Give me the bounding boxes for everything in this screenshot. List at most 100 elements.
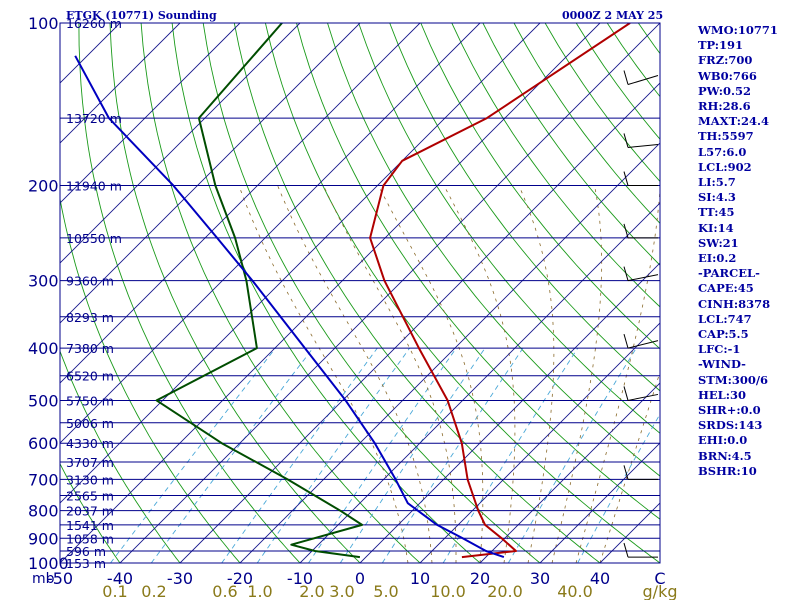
moist-adiabat — [575, 185, 660, 563]
index-line: WB0:766 — [698, 68, 757, 83]
height-label: 3130 m — [66, 472, 114, 487]
isotherm-line — [60, 23, 361, 324]
temperature-tick-label: -20 — [227, 569, 253, 588]
chart-time: 0000Z 2 MAY 25 — [562, 9, 664, 22]
height-label: 1058 m — [66, 531, 114, 546]
isotherm-line — [179, 82, 660, 563]
height-label: 2037 m — [66, 504, 114, 519]
pressure-tick-label: 400 — [28, 339, 59, 358]
index-line: WMO:10771 — [698, 23, 778, 37]
wind-barb-flag — [623, 333, 629, 349]
isotherm-line — [60, 23, 481, 444]
index-line: MAXT:24.4 — [698, 114, 769, 129]
pressure-tick-label: 500 — [28, 391, 59, 410]
index-line: CAPE:45 — [698, 281, 754, 296]
pressure-tick-label: 1000 — [28, 554, 69, 573]
index-line: BRN:4.5 — [698, 448, 752, 463]
index-line: SW:21 — [698, 235, 739, 250]
pressure-tick-label: 700 — [28, 470, 59, 489]
index-line: LI:5.7 — [698, 175, 736, 190]
isotherm-line — [479, 382, 660, 563]
temperature-tick-label: -50 — [47, 569, 73, 588]
mixing-ratio-label: 40.0 — [557, 582, 593, 600]
height-label: 1541 m — [66, 518, 114, 533]
mixing-ratio-label: 20.0 — [487, 582, 523, 600]
height-label: 4330 m — [66, 436, 114, 451]
index-line: CINH:8378 — [698, 296, 771, 311]
mixing-ratio-label: 3.0 — [329, 582, 354, 600]
wind-barb — [627, 393, 659, 401]
wind-barb-flag — [623, 465, 629, 480]
index-line: LCL:902 — [698, 159, 752, 174]
isotherm-line — [299, 202, 660, 563]
isotherm-line — [60, 23, 241, 204]
wind-barb — [627, 274, 659, 282]
pressure-tick-label: 200 — [28, 177, 59, 196]
height-label: 2565 m — [66, 489, 114, 504]
mixing-ratio-label: 1.0 — [247, 582, 272, 600]
mixing-ratio-label: 5.0 — [373, 582, 398, 600]
wind-barb-flag — [623, 542, 629, 558]
index-line: EI:0.2 — [698, 251, 737, 266]
height-label: 10550 m — [66, 231, 122, 246]
index-line: RH:28.6 — [698, 99, 751, 114]
temperature-tick-label: -10 — [287, 569, 313, 588]
height-label: 5006 m — [66, 416, 114, 431]
isotherm-line — [60, 23, 601, 563]
height-label: 13720 m — [66, 111, 122, 126]
index-line: LFC:-1 — [698, 342, 741, 357]
temperature-profile — [369, 23, 631, 559]
index-line: EHI:0.0 — [698, 433, 748, 448]
wind-barb — [627, 340, 659, 349]
index-line: -PARCEL- — [698, 266, 760, 281]
mixing-ratio-label: 0.2 — [141, 582, 166, 600]
indices-panel: WMO:10771 TP:191 FRZ:700 WB0:766 PW:0.52 RH:2… — [698, 23, 798, 479]
wind-barb-flag — [623, 223, 629, 239]
temperature-tick-label: 20 — [470, 569, 490, 588]
index-line: SRDS:143 — [698, 418, 763, 433]
height-label: 3707 m — [66, 455, 114, 470]
pressure-tick-label: 600 — [28, 434, 59, 453]
temperature-tick-label: 10 — [410, 569, 430, 588]
index-line: HEL:30 — [698, 387, 746, 402]
mixing-ratio-label: 0.6 — [212, 582, 237, 600]
temperature-tick-label: -30 — [167, 569, 193, 588]
parcel-profile — [74, 55, 505, 559]
plot-background — [60, 23, 660, 563]
wind-barb — [627, 75, 659, 86]
index-line: KI:14 — [698, 220, 734, 235]
height-label: 9360 m — [66, 274, 114, 289]
isotherm-line — [359, 262, 660, 563]
pressure-tick-label: 300 — [28, 272, 59, 291]
series-layer — [74, 23, 631, 559]
grid-layer — [60, 23, 660, 563]
isotherm-line — [60, 23, 301, 264]
index-line: LCL:747 — [698, 311, 752, 326]
height-label: 5750 m — [66, 393, 114, 408]
wind-barb-flag — [623, 133, 629, 148]
temperature-tick-label: 0 — [355, 569, 365, 588]
index-line: SHR+:0.0 — [698, 403, 761, 418]
index-line: TP:191 — [698, 38, 744, 53]
height-label: 6520 m — [66, 369, 114, 384]
wind-barb — [627, 143, 659, 148]
pressure-tick-label: 800 — [28, 502, 59, 521]
mixing-ratio-label: 10.0 — [430, 582, 466, 600]
temperature-tick-label: 40 — [590, 569, 610, 588]
dewpoint-profile — [155, 23, 364, 559]
wind-barb-flag — [623, 171, 629, 186]
index-line: L57:6.0 — [698, 144, 747, 159]
index-line: STM:300/6 — [698, 372, 769, 387]
plot-frame — [59, 22, 661, 564]
mixing-ratio-label: 0.1 — [102, 582, 127, 600]
temperature-tick-label: C — [654, 569, 665, 588]
height-label: 7380 m — [66, 341, 114, 356]
wind-barb-flag — [623, 70, 629, 85]
moist-adiabat — [238, 185, 409, 563]
index-line: FRZ:700 — [698, 53, 753, 68]
pressure-tick-label: 100 — [28, 14, 59, 33]
temperature-tick-label: -40 — [107, 569, 133, 588]
height-label: 11940 m — [66, 179, 122, 194]
